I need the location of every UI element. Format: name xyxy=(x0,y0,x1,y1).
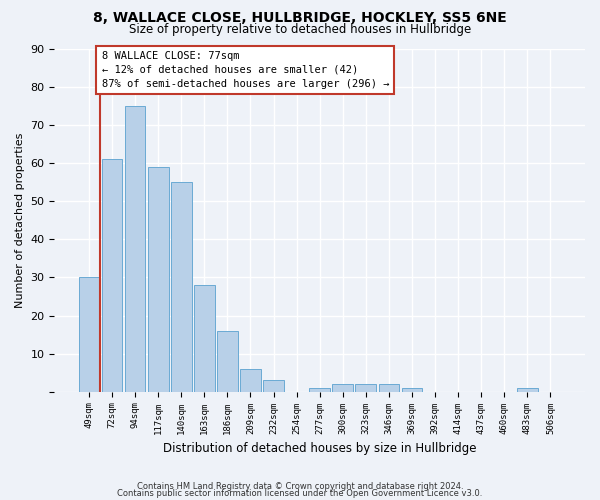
Bar xyxy=(517,388,538,392)
Bar xyxy=(355,384,376,392)
Bar xyxy=(217,331,238,392)
Text: Contains HM Land Registry data © Crown copyright and database right 2024.: Contains HM Land Registry data © Crown c… xyxy=(137,482,463,491)
Bar xyxy=(379,384,400,392)
Text: 8 WALLACE CLOSE: 77sqm
← 12% of detached houses are smaller (42)
87% of semi-det: 8 WALLACE CLOSE: 77sqm ← 12% of detached… xyxy=(101,51,389,89)
Bar xyxy=(171,182,191,392)
Y-axis label: Number of detached properties: Number of detached properties xyxy=(15,132,25,308)
Bar xyxy=(148,167,169,392)
Bar xyxy=(310,388,330,392)
Bar xyxy=(401,388,422,392)
Text: Contains public sector information licensed under the Open Government Licence v3: Contains public sector information licen… xyxy=(118,489,482,498)
X-axis label: Distribution of detached houses by size in Hullbridge: Distribution of detached houses by size … xyxy=(163,442,476,455)
Text: Size of property relative to detached houses in Hullbridge: Size of property relative to detached ho… xyxy=(129,22,471,36)
Bar xyxy=(240,369,261,392)
Text: 8, WALLACE CLOSE, HULLBRIDGE, HOCKLEY, SS5 6NE: 8, WALLACE CLOSE, HULLBRIDGE, HOCKLEY, S… xyxy=(93,11,507,25)
Bar xyxy=(101,160,122,392)
Bar xyxy=(332,384,353,392)
Bar xyxy=(263,380,284,392)
Bar xyxy=(194,285,215,392)
Bar xyxy=(79,278,99,392)
Bar xyxy=(125,106,145,392)
